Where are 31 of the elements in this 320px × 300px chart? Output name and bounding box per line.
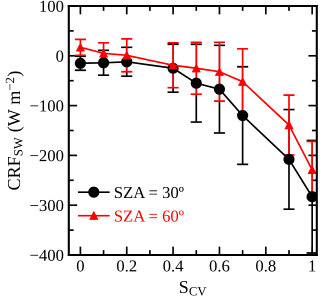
x-axis-title: S$_{CV}$ <box>180 280 206 296</box>
y-tick-label: −100 <box>30 100 64 112</box>
y-tick-label: 100 <box>40 0 64 12</box>
point <box>306 191 317 202</box>
point <box>283 154 295 165</box>
point <box>190 78 202 89</box>
x-tick-label: 0.6 <box>210 260 230 272</box>
x-tick-label: 1 <box>309 260 316 272</box>
x-tick-label: 0 <box>76 260 84 272</box>
x-tick-label: 0.4 <box>163 260 184 272</box>
point <box>99 49 108 58</box>
point <box>215 68 224 76</box>
point <box>192 64 200 72</box>
point <box>237 110 248 122</box>
y-tick-label: −200 <box>30 150 64 162</box>
point <box>238 78 247 86</box>
point <box>284 120 294 130</box>
point <box>98 57 110 68</box>
point <box>214 84 226 95</box>
legend-label: SZA = 30º <box>114 186 184 198</box>
x-tick-label: 0.8 <box>256 260 276 272</box>
y-tick-label: −400 <box>30 250 64 261</box>
y-tick-label: 0 <box>56 50 64 62</box>
x-tick-label: 0.2 <box>116 260 136 272</box>
y-tick-label: −300 <box>30 200 64 212</box>
y-axis-title: CRF$_{SW}$ (W m$^{−2}$) <box>6 71 24 190</box>
point <box>308 166 316 174</box>
point <box>76 43 85 52</box>
point <box>168 61 178 70</box>
point <box>122 51 131 60</box>
legend-label: SZA = 60º <box>114 210 184 222</box>
